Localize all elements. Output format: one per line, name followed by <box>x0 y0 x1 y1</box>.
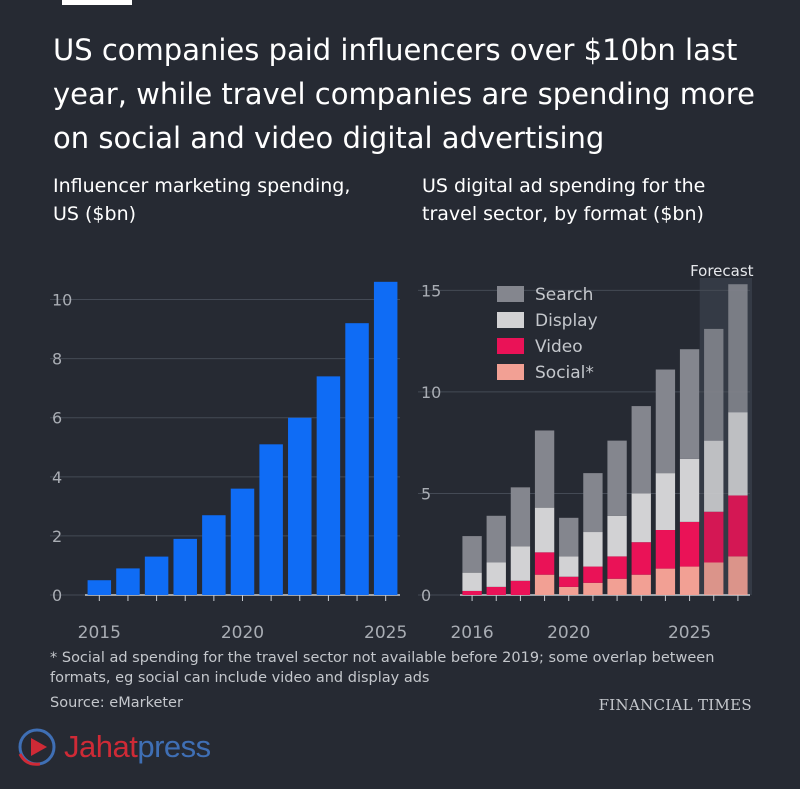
x-tick-label: 2025 <box>668 623 711 643</box>
social-segment <box>559 586 579 595</box>
influencer-bar <box>345 323 369 595</box>
x-tick-label: 2025 <box>364 623 407 643</box>
display-segment <box>559 556 579 577</box>
ft-brand: FINANCIAL TIMES <box>598 696 752 714</box>
display-segment <box>486 562 506 587</box>
influencer-bar <box>87 580 112 595</box>
video-segment <box>728 495 748 557</box>
x-tick-label: 2020 <box>221 623 264 643</box>
y-tick-label: 8 <box>52 350 62 369</box>
y-tick-label: 10 <box>52 291 72 310</box>
video-segment <box>583 566 603 583</box>
display-segment <box>655 473 676 530</box>
display-segment <box>510 546 531 581</box>
video-segment <box>655 530 676 569</box>
y-tick-label: 15 <box>421 281 441 300</box>
video-segment <box>607 556 627 579</box>
legend-swatch <box>497 338 524 354</box>
x-tick-label: 2020 <box>547 623 590 643</box>
video-segment <box>510 580 531 595</box>
search-segment <box>728 284 748 413</box>
headline: US companies paid influencers over $10bn… <box>53 33 755 155</box>
social-segment <box>655 568 676 595</box>
watermark-logo: Jahatpress <box>16 724 211 770</box>
influencer-bar <box>230 488 255 595</box>
social-segment <box>728 556 748 595</box>
legend-swatch <box>497 364 524 380</box>
social-segment <box>679 566 700 595</box>
watermark-text-2: press <box>137 729 211 764</box>
display-segment <box>607 515 627 557</box>
footnote: * Social ad spending for the travel sect… <box>50 650 715 686</box>
y-tick-label: 5 <box>421 484 431 503</box>
top-accent-bar <box>62 0 132 5</box>
search-segment <box>704 328 724 441</box>
search-segment <box>583 473 603 533</box>
display-segment <box>462 572 482 591</box>
influencer-bar <box>144 556 169 595</box>
search-segment <box>559 517 579 557</box>
source-note: Source: eMarketer <box>50 695 183 711</box>
legend-label: Search <box>535 285 593 305</box>
search-segment <box>486 515 506 563</box>
display-segment <box>704 440 724 512</box>
right-chart-title: US digital ad spending for the travel se… <box>422 175 706 225</box>
y-tick-label: 0 <box>52 586 62 605</box>
legend-label: Display <box>535 311 598 331</box>
x-tick-label: 2015 <box>78 623 121 643</box>
play-logo-icon <box>18 728 56 766</box>
influencer-bar <box>288 417 312 595</box>
social-segment <box>631 574 651 595</box>
influencer-bar <box>202 515 226 595</box>
y-tick-label: 6 <box>52 409 62 428</box>
influencer-bar <box>116 568 140 595</box>
display-segment <box>679 458 700 522</box>
video-segment <box>534 552 555 575</box>
display-segment <box>631 493 651 543</box>
y-tick-label: 10 <box>421 383 441 402</box>
display-segment <box>583 532 603 567</box>
y-tick-label: 0 <box>421 586 431 605</box>
search-segment <box>679 349 700 459</box>
search-segment <box>534 430 555 508</box>
social-segment <box>534 574 555 595</box>
search-segment <box>607 440 627 516</box>
display-segment <box>728 412 748 496</box>
video-segment <box>462 590 482 595</box>
video-segment <box>704 511 724 563</box>
search-segment <box>462 536 482 573</box>
legend-label: Social* <box>535 363 594 383</box>
video-segment <box>486 586 506 595</box>
forecast-label: Forecast <box>690 262 754 280</box>
video-segment <box>559 576 579 587</box>
influencer-bar <box>259 444 283 595</box>
x-tick-label: 2016 <box>450 623 493 643</box>
video-segment <box>679 521 700 567</box>
search-segment <box>631 406 651 494</box>
video-segment <box>631 542 651 575</box>
legend-swatch <box>497 286 524 302</box>
influencer-bar <box>373 281 398 595</box>
left-chart-title: Influencer marketing spending, US ($bn) <box>53 175 351 225</box>
y-tick-label: 2 <box>52 527 62 546</box>
legend-swatch <box>497 312 524 328</box>
watermark-text-1: Jahat <box>64 729 138 764</box>
legend-label: Video <box>535 337 583 357</box>
y-tick-label: 4 <box>52 468 62 487</box>
social-segment <box>583 582 603 595</box>
search-segment <box>655 369 676 474</box>
influencer-bar <box>173 538 197 595</box>
display-segment <box>534 507 555 553</box>
influencer-bar <box>316 376 341 595</box>
social-segment <box>704 562 724 595</box>
social-segment <box>607 578 627 595</box>
search-segment <box>510 487 531 547</box>
